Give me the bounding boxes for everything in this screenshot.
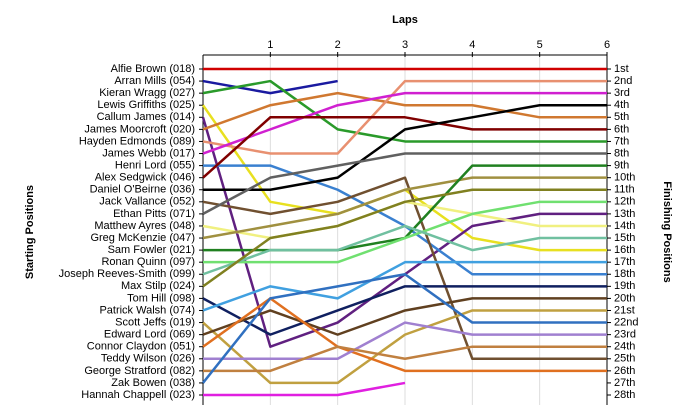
series-label: Henri Lord (055) — [115, 159, 195, 171]
y2-tick-label: 13th — [614, 208, 635, 220]
x-tick-label: 1 — [267, 39, 273, 51]
series-line — [202, 176, 607, 240]
series-label: Lewis Griffiths (025) — [97, 99, 195, 111]
series-line — [202, 79, 607, 143]
series-label: Callum James (014) — [97, 111, 195, 123]
y2-tick-label: 28th — [614, 389, 635, 401]
series-label: Tom Hill (098) — [127, 292, 195, 304]
y2-tick-label: 19th — [614, 280, 635, 292]
y2-tick-label: 2nd — [614, 75, 632, 87]
series-line — [202, 224, 607, 276]
series-line — [203, 381, 406, 397]
series-label: Scott Jeffs (019) — [115, 316, 195, 328]
series-label: Ethan Pitts (071) — [113, 208, 195, 220]
series-label: Hayden Edmonds (089) — [79, 135, 195, 147]
series-label: Zak Bowen (038) — [111, 377, 195, 389]
series-label: Arran Mills (054) — [114, 75, 195, 87]
series-line — [202, 309, 607, 385]
series-line — [202, 260, 607, 312]
series-line — [202, 116, 607, 179]
y2-tick-label: 1st — [614, 63, 629, 75]
series-line — [202, 297, 607, 336]
y2-tick-label: 7th — [614, 135, 629, 147]
series-label: Max Stilp (024) — [121, 280, 195, 292]
series-label: James Webb (017) — [102, 147, 195, 159]
series-label: Alex Sedgwick (046) — [95, 172, 195, 184]
series-label: Daniel O'Beirne (036) — [90, 184, 195, 196]
x-tick-label: 2 — [335, 39, 341, 51]
y2-tick-label: 15th — [614, 232, 635, 244]
y2-tick-label: 12th — [614, 196, 635, 208]
x-tick-label: 6 — [604, 39, 610, 51]
series-line — [203, 200, 607, 264]
x-tick-label: 5 — [537, 39, 543, 51]
series-line — [203, 321, 607, 361]
series-label: Matthew Ayres (048) — [94, 220, 195, 232]
y2-tick-label: 23rd — [614, 329, 636, 341]
y2-tick-label: 11th — [614, 184, 635, 196]
series-label: Hannah Chappell (023) — [81, 389, 195, 401]
series-line — [202, 176, 607, 361]
series-label: Edward Lord (069) — [104, 329, 195, 341]
y2-tick-label: 21st — [614, 304, 635, 316]
y2-tick-label: 20th — [614, 292, 635, 304]
series-line — [202, 91, 607, 155]
series-label: Ronan Quinn (097) — [101, 256, 195, 268]
y2-tick-label: 10th — [614, 172, 635, 184]
x-tick-label: 4 — [469, 39, 475, 51]
series-line — [202, 188, 607, 288]
y2-tick-label: 16th — [614, 244, 635, 256]
y-axis-label: Starting Positions — [24, 185, 36, 279]
series-line — [202, 285, 607, 336]
series-label: George Stratford (082) — [84, 365, 195, 377]
series-line — [202, 79, 338, 95]
series-label: Jack Vallance (052) — [99, 196, 195, 208]
series-line — [202, 273, 607, 384]
x-tick-label: 3 — [402, 39, 408, 51]
y2-tick-label: 6th — [614, 123, 629, 135]
series-label: Alfie Brown (018) — [111, 63, 195, 75]
y2-tick-label: 9th — [614, 159, 629, 171]
series-line — [202, 152, 607, 215]
y2-tick-label: 3rd — [614, 87, 630, 99]
y2-tick-label: 25th — [614, 353, 635, 365]
series-label: Joseph Reeves-Smith (099) — [59, 268, 195, 280]
series-line — [203, 103, 607, 191]
x-axis-label: Laps — [392, 14, 418, 26]
series-line — [202, 79, 607, 155]
series-line — [202, 91, 607, 131]
series-label: Connor Claydon (051) — [87, 341, 195, 353]
y2-tick-label: 4th — [614, 99, 629, 111]
series-line — [203, 345, 607, 373]
series-label: Sam Fowler (021) — [108, 244, 195, 256]
y2-tick-label: 8th — [614, 147, 629, 159]
y2-tick-label: 22nd — [614, 316, 638, 328]
y2-tick-label: 14th — [614, 220, 635, 232]
series-label: Patrick Walsh (074) — [99, 304, 195, 316]
series-label: Greg McKenzie (047) — [90, 232, 195, 244]
y2-tick-label: 26th — [614, 365, 635, 377]
y2-tick-label: 24th — [614, 341, 635, 353]
y2-tick-label: 5th — [614, 111, 629, 123]
y2-axis-label: Finishing Positions — [661, 181, 673, 282]
y2-tick-label: 18th — [614, 268, 635, 280]
y2-tick-label: 17th — [614, 256, 635, 268]
series-label: Kieran Wragg (027) — [99, 87, 195, 99]
y2-tick-label: 27th — [614, 377, 635, 389]
series-label: Teddy Wilson (026) — [101, 353, 195, 365]
series-label: James Moorcroft (020) — [84, 123, 195, 135]
